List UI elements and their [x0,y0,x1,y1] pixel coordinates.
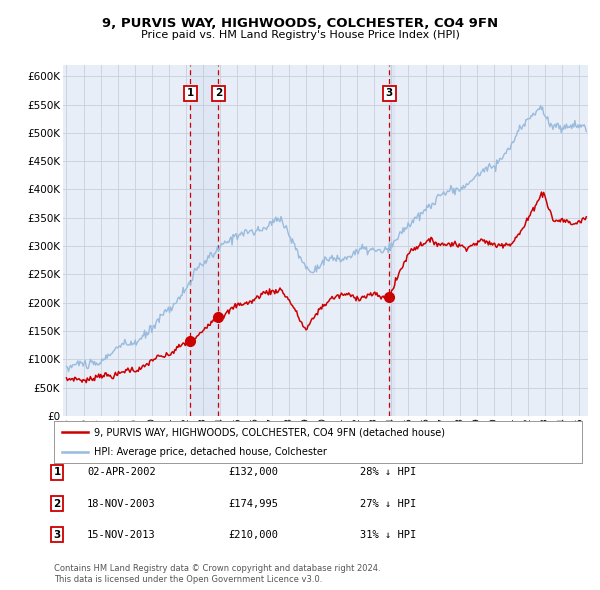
Text: 2: 2 [53,499,61,509]
Text: This data is licensed under the Open Government Licence v3.0.: This data is licensed under the Open Gov… [54,575,322,584]
Text: £174,995: £174,995 [228,499,278,509]
Bar [389,65,394,416]
Text: 1: 1 [53,467,61,477]
Text: 02-APR-2002: 02-APR-2002 [87,467,156,477]
Text: 9, PURVIS WAY, HIGHWOODS, COLCHESTER, CO4 9FN: 9, PURVIS WAY, HIGHWOODS, COLCHESTER, CO… [102,17,498,30]
Text: £210,000: £210,000 [228,530,278,540]
Text: £132,000: £132,000 [228,467,278,477]
Text: Price paid vs. HM Land Registry's House Price Index (HPI): Price paid vs. HM Land Registry's House … [140,30,460,40]
Bar [190,65,218,416]
Text: 18-NOV-2003: 18-NOV-2003 [87,499,156,509]
Text: 31% ↓ HPI: 31% ↓ HPI [360,530,416,540]
Text: 3: 3 [386,88,393,98]
Text: 27% ↓ HPI: 27% ↓ HPI [360,499,416,509]
Text: 3: 3 [53,530,61,540]
Text: 1: 1 [187,88,194,98]
Text: Contains HM Land Registry data © Crown copyright and database right 2024.: Contains HM Land Registry data © Crown c… [54,565,380,573]
Text: HPI: Average price, detached house, Colchester: HPI: Average price, detached house, Colc… [94,447,326,457]
Text: 28% ↓ HPI: 28% ↓ HPI [360,467,416,477]
Text: 2: 2 [215,88,222,98]
Text: 15-NOV-2013: 15-NOV-2013 [87,530,156,540]
Text: 9, PURVIS WAY, HIGHWOODS, COLCHESTER, CO4 9FN (detached house): 9, PURVIS WAY, HIGHWOODS, COLCHESTER, CO… [94,427,445,437]
